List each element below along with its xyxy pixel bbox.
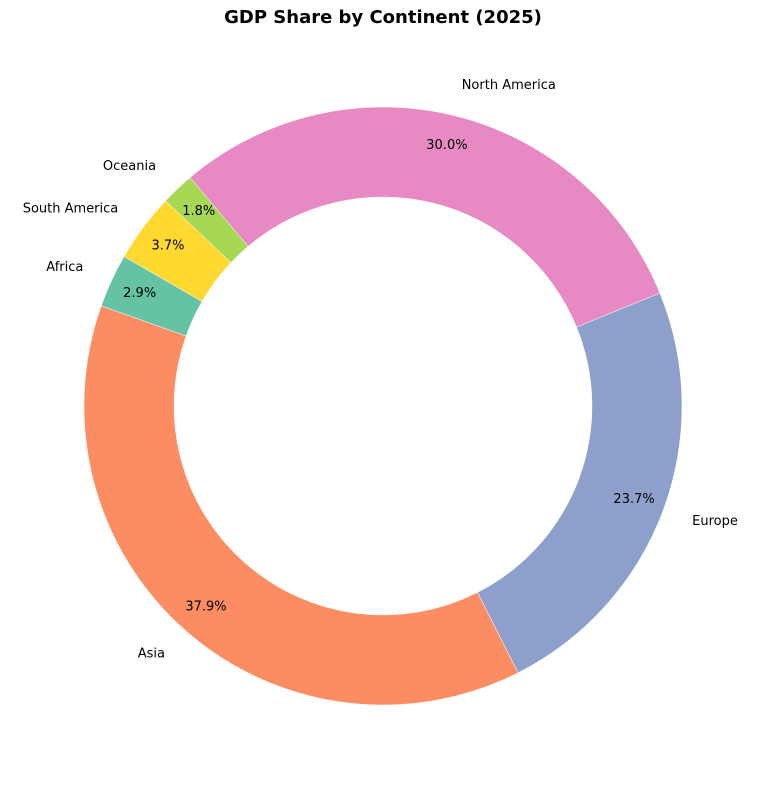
pct-label-asia: 37.9%	[185, 600, 226, 615]
pct-label-oceania: 1.8%	[182, 204, 215, 219]
pct-label-africa: 2.9%	[123, 286, 156, 301]
pct-label-europe: 23.7%	[613, 492, 654, 507]
category-label-south-america: South America	[23, 201, 119, 216]
pct-label-north-america: 30.0%	[426, 138, 467, 153]
pct-label-south-america: 3.7%	[151, 238, 184, 253]
slice-europe	[477, 292, 683, 674]
labels-layer: 2.9% Africa 37.9% Asia 23.7% Europe 30.0% North…	[23, 78, 738, 661]
slice-north-america	[189, 106, 661, 328]
category-label-asia: Asia	[138, 646, 165, 661]
category-label-africa: Africa	[46, 260, 83, 275]
category-label-europe: Europe	[692, 514, 738, 529]
category-label-north-america: North America	[462, 78, 556, 93]
slice-asia	[83, 305, 519, 706]
chart-title: GDP Share by Continent (2025)	[224, 7, 542, 28]
slice-south-america	[123, 200, 232, 302]
slices-layer	[83, 106, 683, 706]
category-label-oceania: Oceania	[103, 159, 156, 174]
